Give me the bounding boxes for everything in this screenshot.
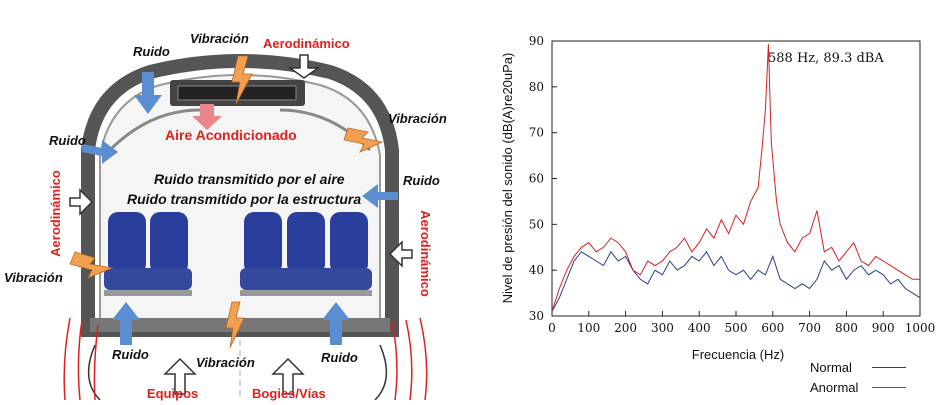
legend-label-normal: Normal: [810, 359, 852, 375]
legend-item-normal: Normal: [810, 357, 906, 377]
seats-right: [240, 212, 372, 296]
label-ruido-left: Ruido: [49, 133, 86, 148]
y-axis-label: Nivel de presión del sonido (dB(A)re20uP…: [500, 53, 515, 304]
label-center-line2: Ruido transmitido por la estructura: [127, 191, 362, 207]
legend-swatch-normal: [872, 366, 906, 368]
label-ruido-right: Ruido: [403, 173, 440, 188]
legend-label-anormal: Anormal: [810, 379, 859, 395]
ac-arrow: [192, 104, 222, 130]
label-vibracion-right: Vibración: [388, 111, 447, 126]
train-noise-diagram: Ruido Vibración Aerodinámico Ruido Vibra…: [0, 0, 470, 401]
legend-swatch-anormal: [872, 386, 906, 388]
label-aero-left: Aerodinámico: [47, 170, 63, 257]
equipment-flow: [63, 317, 428, 401]
series-line-anormal: [551, 44, 920, 312]
peak-annotation: 588 Hz, 89.3 dBA: [768, 51, 884, 66]
x-tick-label: 1000: [905, 321, 936, 335]
label-aero-right: Aerodinámico: [417, 210, 433, 297]
legend: Normal Anormal: [810, 357, 906, 397]
label-vibracion-bottom: Vibración: [196, 355, 255, 370]
label-ruido-bottom-right: Ruido: [321, 350, 358, 365]
x-tick-label: 800: [835, 321, 858, 335]
y-tick-label: 80: [529, 80, 544, 94]
label-vibracion-top: Vibración: [190, 31, 249, 46]
x-tick-label: 500: [725, 321, 748, 335]
y-tick-label: 30: [529, 309, 544, 323]
x-tick-label: 600: [761, 321, 784, 335]
y-tick-label: 90: [529, 34, 544, 48]
aero-arrows: [69, 54, 413, 395]
vibration-bolts: [69, 55, 384, 349]
lower-contour: [87, 344, 388, 401]
label-ruido-top: Ruido: [133, 44, 170, 59]
series-line-normal: [551, 250, 921, 312]
x-axis-label: Frecuencia (Hz): [692, 347, 784, 362]
label-equipos: Equipos: [147, 386, 199, 401]
y-tick-label: 40: [529, 263, 544, 277]
x-tick-label: 200: [614, 321, 637, 335]
x-tick-label: 400: [688, 321, 711, 335]
label-aire: Aire Acondicionado: [165, 127, 297, 143]
label-center-line1: Ruido transmitido por el aire: [154, 171, 345, 187]
label-aero-top: Aerodinámico: [263, 36, 350, 51]
y-tick-label: 70: [529, 126, 544, 140]
spectrum-chart: 30 40 50 60 70 80 90 0 100 200 300 400 500 600 700 800…: [470, 0, 940, 400]
label-vibracion-left: Vibración: [4, 270, 63, 285]
x-tick-label: 100: [577, 321, 600, 335]
x-tick-label: 300: [651, 321, 674, 335]
ceiling-left: [108, 108, 201, 152]
y-tick-label: 50: [529, 217, 544, 231]
x-tick-label: 700: [798, 321, 821, 335]
legend-item-anormal: Anormal: [810, 377, 906, 397]
chart-svg: 30 40 50 60 70 80 90 0 100 200 300 400 500 600 700 800…: [500, 34, 936, 362]
label-bogies: Bogies/Vías: [252, 386, 326, 401]
x-tick-label: 900: [872, 321, 895, 335]
label-ruido-bottom-left: Ruido: [112, 347, 149, 362]
seats-left: [104, 212, 192, 296]
y-tick-label: 60: [529, 172, 544, 186]
x-tick-label: 0: [548, 321, 556, 335]
noise-arrows: [82, 72, 398, 345]
train-cross-section: [63, 54, 428, 401]
